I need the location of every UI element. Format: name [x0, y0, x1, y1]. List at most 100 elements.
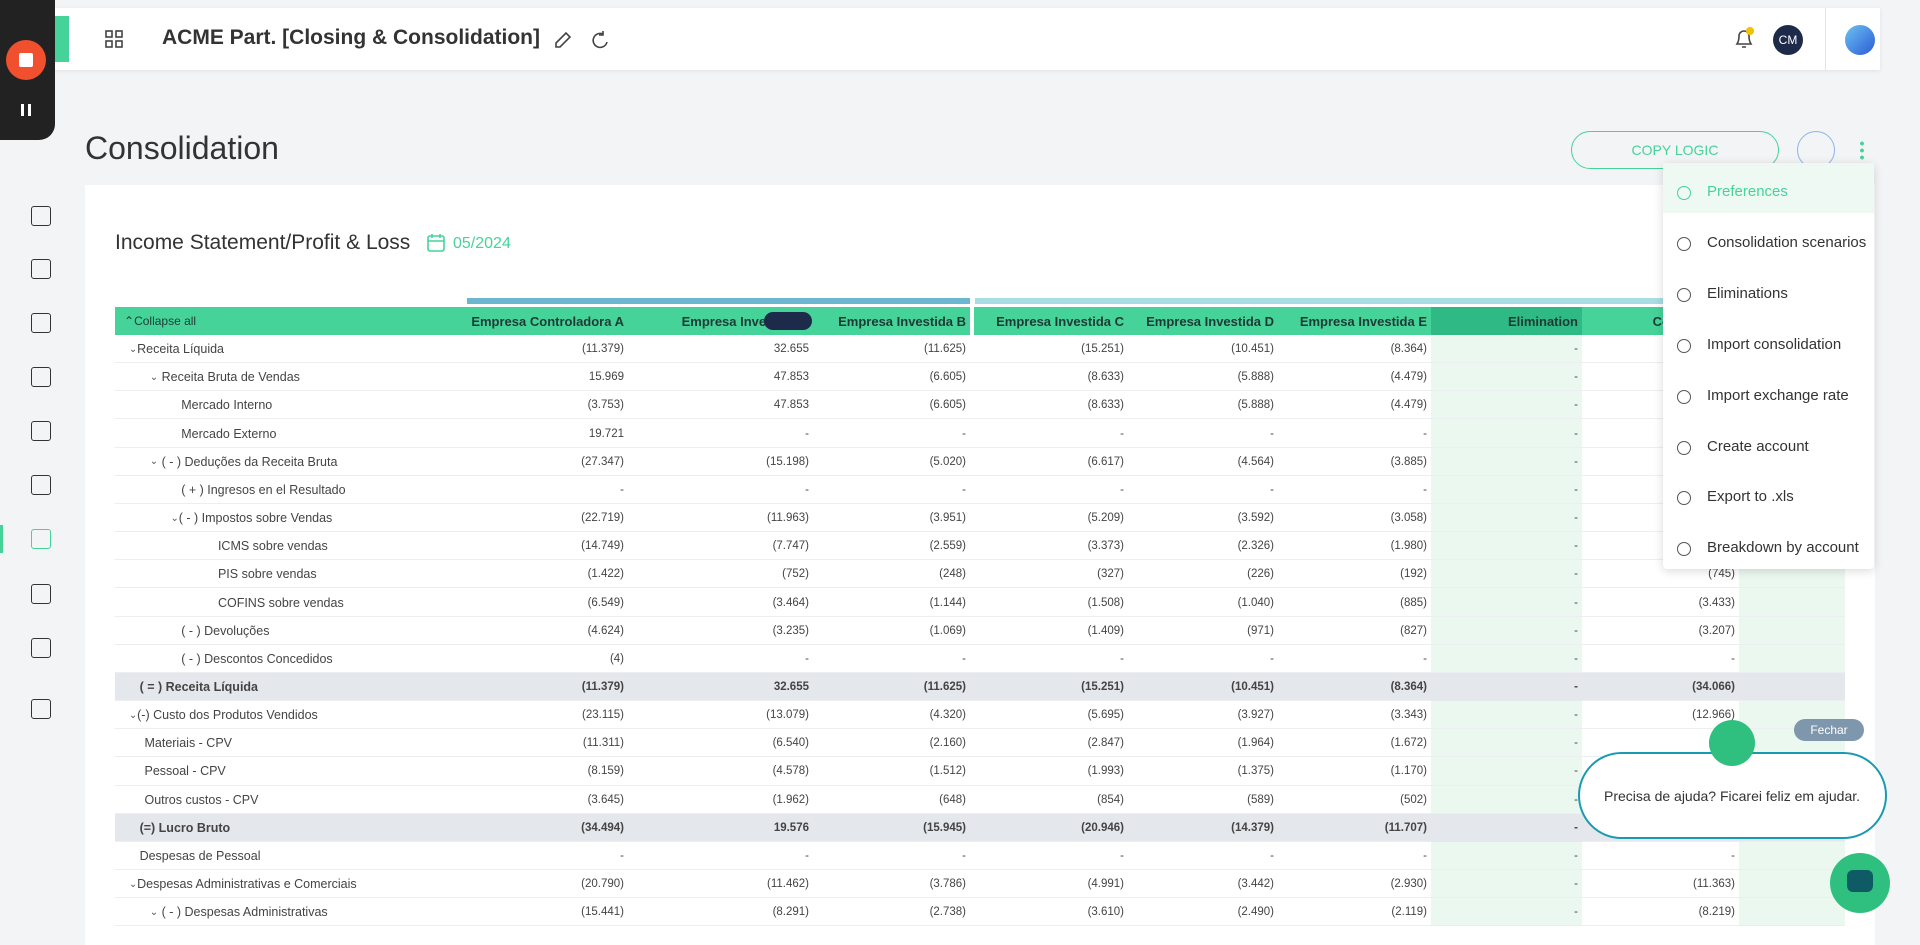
cell-value: (827) — [1400, 624, 1427, 637]
cell-value: (3.786) — [929, 878, 966, 891]
nav-icon[interactable] — [31, 367, 51, 388]
cell-value: (3.951) — [929, 512, 966, 525]
menu-item[interactable]: Import consolidation — [1707, 335, 1842, 353]
cell-value: (3.343) — [1390, 709, 1427, 722]
cell-value: (1.069) — [929, 624, 966, 637]
more-button[interactable] — [1860, 140, 1864, 160]
cell-value: - — [1574, 793, 1578, 806]
menu-item[interactable]: Breakdown by account — [1707, 539, 1859, 557]
cell-value: (4.624) — [587, 624, 624, 637]
avatar[interactable]: CM — [1773, 25, 1803, 55]
cell-value: (3.927) — [1237, 709, 1274, 722]
stop-button[interactable] — [6, 40, 46, 80]
row-label: ( - ) Deduções da Receita Bruta — [161, 454, 338, 469]
cell-value: - — [1423, 849, 1427, 862]
nav-icon[interactable] — [31, 259, 51, 280]
cell-value: - — [962, 427, 966, 440]
row-label: ( - ) Descontos Concedidos — [181, 651, 333, 666]
row-label: ( - ) Devoluções — [181, 623, 270, 638]
cell-value: (885) — [1400, 596, 1427, 609]
menu-item[interactable]: Import exchange rate — [1707, 386, 1849, 404]
menu-item[interactable]: Export to .xls — [1707, 488, 1794, 506]
cell-value: (15.198) — [766, 455, 809, 468]
cell-value: (13.079) — [766, 709, 809, 722]
cell-value: 32.655 — [773, 343, 809, 356]
cell-value: (2.326) — [1237, 540, 1274, 553]
nav-icon[interactable] — [31, 474, 51, 495]
cell-value: - — [1120, 483, 1124, 496]
row — [115, 786, 1845, 814]
cell-value: (11.625) — [924, 343, 966, 356]
cell-value: (34.494) — [581, 821, 624, 834]
apps-icon[interactable] — [105, 30, 123, 48]
row — [115, 617, 1845, 645]
cell-value: (2.490) — [1237, 906, 1274, 919]
assistant[interactable] — [1845, 25, 1875, 55]
nav-active — [0, 524, 3, 553]
cell-value: - — [1574, 568, 1578, 581]
collapse-all[interactable]: ⌃ Collapse all — [124, 314, 197, 328]
nav-icon[interactable] — [31, 205, 51, 226]
cell-value: - — [1270, 652, 1274, 665]
row — [115, 504, 1845, 533]
row-label: Receita Líquida — [137, 342, 225, 357]
cell-value: (5.020) — [929, 455, 966, 468]
row — [115, 476, 1845, 504]
menu-icon — [1677, 542, 1691, 557]
recorder — [0, 0, 55, 140]
caret: ⌄ — [170, 512, 179, 524]
report-date[interactable]: 05/2024 — [453, 235, 511, 252]
cell-value: - — [1731, 849, 1735, 862]
cell-value: (11.379) — [582, 343, 624, 356]
cell-value: - — [1574, 652, 1578, 665]
menu-icon — [1677, 186, 1691, 200]
cell-value: (8.159) — [587, 765, 624, 778]
cell-value: (854) — [1097, 793, 1124, 806]
chat-close[interactable]: Fechar — [1794, 719, 1864, 741]
toggle[interactable] — [764, 312, 812, 330]
edit-refresh[interactable] — [553, 30, 613, 50]
nav-icon[interactable] — [31, 698, 51, 719]
nav-icon[interactable] — [31, 421, 51, 442]
menu-item[interactable]: Eliminations — [1707, 284, 1788, 302]
cell-value: (11.707) — [1384, 821, 1427, 834]
cell-value: (1.422) — [587, 568, 624, 581]
top-bar: ACME Part. [Closing & Consolidation] CM — [55, 8, 1880, 70]
cell-value: (1.508) — [1087, 596, 1124, 609]
cell-value: (6.549) — [587, 596, 624, 609]
row-label: Despesas Administrativas e Comerciais — [137, 877, 357, 892]
cell-value: (11.379) — [581, 680, 624, 693]
row — [115, 870, 1845, 899]
column-header: Empresa Investida D — [1146, 313, 1274, 329]
cell-value: (12.966) — [1692, 709, 1735, 722]
row — [115, 757, 1845, 786]
cell-value: (6.605) — [929, 371, 966, 384]
cell-value: - — [1731, 652, 1735, 665]
row-label: Despesas de Pessoal — [139, 848, 261, 863]
row-label: ICMS sobre vendas — [217, 539, 328, 554]
menu-icon — [1677, 287, 1691, 302]
menu-item[interactable]: Consolidation scenarios — [1707, 233, 1867, 251]
menu-icon — [1677, 338, 1691, 353]
menu-item[interactable]: Preferences — [1707, 183, 1788, 200]
cell-value: (1.980) — [1390, 540, 1427, 553]
notifications[interactable] — [1733, 26, 1755, 52]
nav-icon[interactable] — [31, 583, 51, 604]
cell-value: (3.885) — [1390, 455, 1427, 468]
cell-value: (1.962) — [772, 793, 809, 806]
nav-icon[interactable] — [31, 528, 51, 549]
cell-value: (589) — [1247, 793, 1274, 806]
cell-value: (1.672) — [1390, 737, 1427, 750]
nav-icon[interactable] — [31, 637, 51, 658]
chat-bubble[interactable] — [1830, 853, 1890, 913]
cell-value: (11.363) — [1693, 878, 1735, 891]
row-label: (=) Lucro Bruto — [139, 820, 231, 835]
cell-value: - — [1574, 483, 1578, 496]
caret: ⌄ — [149, 906, 159, 918]
cell-value: (11.963) — [767, 512, 809, 525]
cell-value: - — [1574, 343, 1578, 356]
menu-item[interactable]: Create account — [1707, 437, 1809, 455]
nav-icon[interactable] — [31, 313, 51, 334]
cell-value: - — [1574, 596, 1578, 609]
cell-value: - — [1574, 540, 1578, 553]
